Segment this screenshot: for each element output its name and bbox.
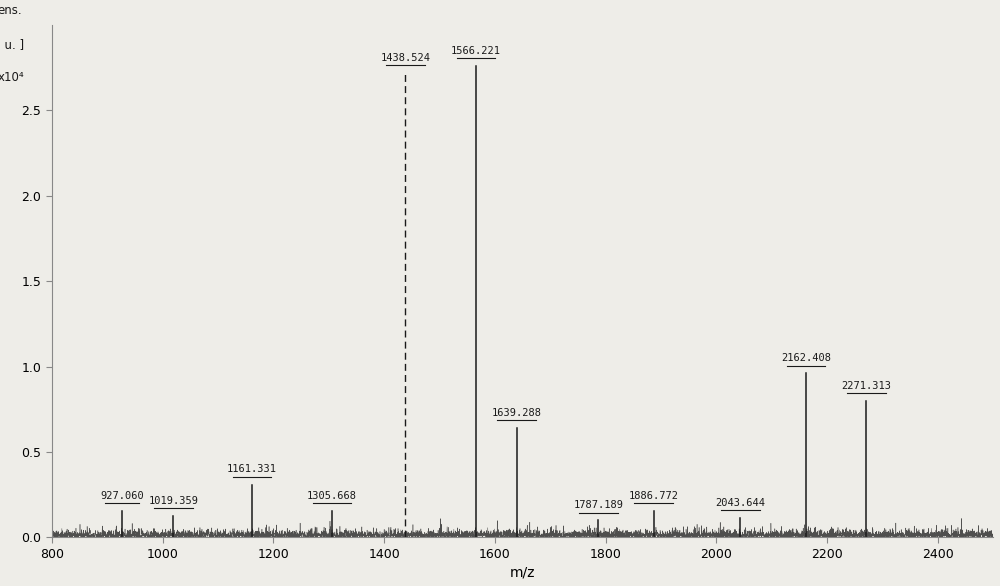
- Text: 2271.313: 2271.313: [841, 380, 891, 390]
- Text: 1161.331: 1161.331: [227, 464, 277, 474]
- Text: 1438.524: 1438.524: [380, 53, 430, 63]
- Text: 1305.668: 1305.668: [307, 490, 357, 501]
- X-axis label: m/z: m/z: [510, 565, 535, 579]
- Text: x10⁴: x10⁴: [0, 71, 24, 84]
- Text: ens.: ens.: [0, 5, 22, 18]
- Text: 927.060: 927.060: [100, 490, 144, 501]
- Text: 1019.359: 1019.359: [148, 496, 198, 506]
- Text: 2043.644: 2043.644: [715, 498, 765, 507]
- Text: 1886.772: 1886.772: [629, 490, 679, 501]
- Text: . u. ]: . u. ]: [0, 38, 24, 51]
- Text: 2162.408: 2162.408: [781, 353, 831, 363]
- Text: 1787.189: 1787.189: [573, 500, 623, 510]
- Text: 1566.221: 1566.221: [451, 46, 501, 56]
- Text: 1639.288: 1639.288: [492, 408, 542, 418]
